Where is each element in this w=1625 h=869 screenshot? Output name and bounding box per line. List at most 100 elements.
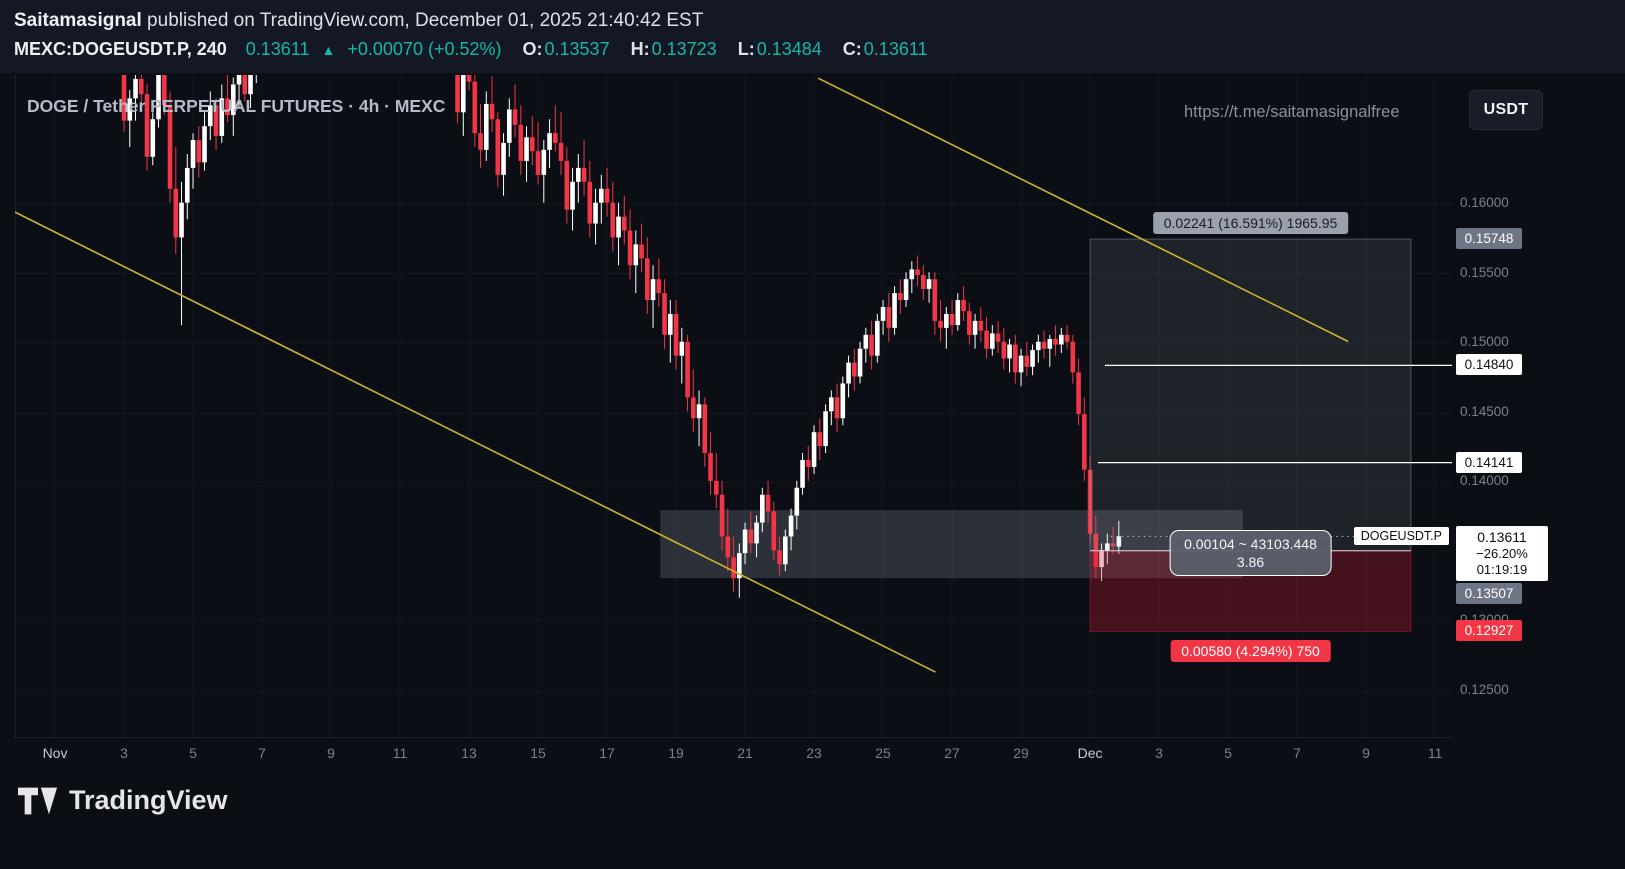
telegram-link: https://t.me/saitamasignalfree — [1184, 103, 1400, 121]
time-tick-label: 11 — [392, 745, 408, 761]
entry-price-badge: 0.13507 — [1456, 583, 1522, 605]
candle — [627, 230, 633, 266]
channel-trendline[interactable] — [817, 77, 1349, 343]
position-tool-rr-text: 3.86 — [1236, 553, 1265, 570]
candle — [788, 515, 794, 537]
candle — [1047, 338, 1053, 349]
high-label: H: — [630, 39, 650, 59]
candle — [483, 103, 489, 150]
support-zone-rectangle[interactable] — [660, 510, 1243, 579]
candle — [857, 348, 863, 377]
chart-canvas[interactable] — [15, 75, 1452, 738]
candle — [760, 494, 765, 523]
price-tick-label: 0.15500 — [1460, 264, 1509, 280]
time-tick-label: 3 — [1155, 745, 1163, 761]
candle — [1007, 344, 1012, 359]
time-tick-label: 9 — [1362, 745, 1370, 761]
time-tick-label: 7 — [258, 745, 266, 761]
price-tick-label: 0.14500 — [1460, 403, 1509, 419]
candle — [1105, 543, 1110, 551]
candle — [466, 75, 472, 82]
candle — [575, 167, 581, 182]
candle — [138, 78, 144, 95]
time-axis[interactable] — [15, 738, 1452, 774]
time-tick-label: 17 — [599, 745, 615, 761]
time-tick-label: 5 — [1224, 745, 1232, 761]
candle — [179, 202, 184, 238]
candle — [225, 98, 230, 116]
candle — [587, 181, 593, 224]
candle — [949, 313, 955, 326]
close-value: 0.13611 — [863, 39, 928, 59]
price-tick-label: 0.12500 — [1460, 681, 1509, 697]
candle — [236, 75, 242, 85]
candle — [133, 78, 138, 99]
candle — [219, 98, 225, 136]
target-price-badge: 0.15748 — [1456, 228, 1522, 250]
position-tool-entry-label[interactable]: 0.00104 ~ 43103.448 3.86 — [1169, 529, 1332, 577]
candle — [702, 404, 708, 454]
channel-trendline[interactable] — [15, 211, 936, 673]
open-value: 0.13537 — [544, 39, 610, 59]
close-label: C: — [842, 39, 862, 59]
candle — [880, 306, 886, 321]
tradingview-logo-icon — [18, 787, 58, 814]
candle — [242, 75, 248, 95]
candle — [978, 320, 984, 331]
candle — [564, 160, 570, 210]
price-tick-label: 0.16000 — [1460, 195, 1509, 211]
candle — [725, 536, 731, 558]
candle — [984, 330, 989, 349]
candle — [1013, 344, 1018, 373]
last-price-value: 0.13611 — [1477, 529, 1527, 546]
candle — [1024, 355, 1030, 367]
candle — [926, 279, 932, 289]
candle — [570, 181, 575, 210]
position-tool-profit-zone[interactable] — [1089, 238, 1412, 552]
candle — [495, 119, 501, 175]
candle — [581, 167, 587, 182]
candle — [645, 258, 650, 301]
currency-toggle-button[interactable]: USDT — [1469, 90, 1543, 130]
candle — [248, 75, 253, 95]
candle — [719, 494, 725, 537]
candle — [765, 494, 771, 512]
candle — [892, 293, 897, 328]
tradingview-logo[interactable]: TradingView — [18, 785, 228, 816]
header: Saitamasignal published on TradingView.c… — [0, 0, 1625, 73]
author-name: Saitamasignal — [14, 10, 142, 31]
candle — [846, 362, 851, 384]
candle — [230, 84, 236, 116]
candle — [1001, 341, 1007, 359]
candle — [196, 140, 202, 163]
candle — [173, 188, 179, 238]
candle — [541, 149, 547, 175]
candle — [990, 333, 995, 349]
position-tool-qty-text: 0.00104 ~ 43103.448 — [1184, 535, 1317, 552]
candle — [995, 333, 1001, 342]
price-tick-label: 0.15000 — [1460, 334, 1509, 350]
time-tick-label: Dec — [1077, 745, 1103, 761]
candle — [1064, 334, 1070, 342]
chart-legend-title: DOGE / Tether PERPETUAL FUTURES · 4h · M… — [27, 96, 446, 116]
publish-info: Saitamasignal published on TradingView.c… — [14, 9, 1625, 33]
position-tool-profit-label[interactable]: 0.02241 (16.591%) 1965.95 — [1152, 212, 1349, 235]
candle — [783, 536, 788, 565]
level-price-badge: 0.14840 — [1456, 354, 1522, 376]
candle — [1076, 372, 1081, 415]
candle — [478, 133, 483, 150]
high-value: 0.13723 — [651, 39, 717, 59]
candle — [610, 202, 616, 238]
candle — [1059, 334, 1064, 345]
candle — [829, 397, 834, 412]
candle — [696, 404, 702, 419]
brand-text: TradingView — [69, 785, 228, 815]
candlestick-chart[interactable] — [15, 75, 1452, 738]
position-tool-loss-label[interactable]: 0.00580 (4.294%) 750 — [1170, 640, 1331, 663]
candle — [207, 105, 213, 127]
candle — [708, 453, 713, 481]
candle — [1053, 338, 1058, 345]
candle — [547, 133, 552, 150]
time-tick-label: 13 — [461, 745, 477, 761]
